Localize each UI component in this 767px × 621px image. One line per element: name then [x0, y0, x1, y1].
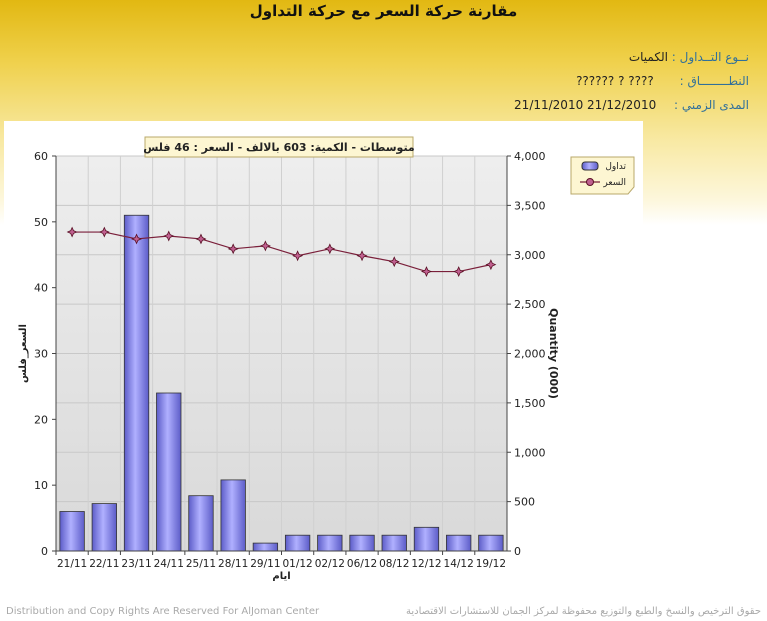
period-row: المدى الزمني : 21/12/2010 21/11/2010 — [514, 98, 749, 112]
right-tick-label: 2,000 — [514, 348, 546, 361]
right-tick-label: 2,500 — [514, 298, 546, 311]
right-axis-title: Quantity (000) — [547, 308, 560, 399]
page-title: مقارنة حركة السعر مع حركة التداول — [249, 2, 518, 20]
period-label: المدى الزمني : — [674, 98, 749, 112]
right-tick-label: 3,000 — [514, 249, 546, 262]
trading-type-label: نــوع التــداول : — [671, 50, 749, 64]
right-tick-label: 1,500 — [514, 397, 546, 410]
left-tick-label: 30 — [34, 348, 48, 361]
bar — [317, 534, 343, 552]
price-point — [356, 250, 368, 262]
footer-copyright-en: Distribution and Copy Rights Are Reserve… — [6, 606, 320, 617]
x-tick-label: 24/11 — [154, 558, 184, 570]
bar — [220, 479, 246, 552]
axes-layer: 0 10 20 30 40 50 60 0 500 1,000 1,500 2,000 2,500 3,0… — [18, 150, 560, 582]
bar — [381, 534, 407, 552]
left-tick-label: 10 — [34, 479, 48, 492]
chart-panel: 0 10 20 30 40 50 60 0 500 1,000 1,500 2,000 2,500 3,0… — [4, 121, 643, 582]
chart-title-box: متوسطات - الكمية: 603 بالالف - السعر : 4… — [143, 136, 415, 158]
price-point — [453, 266, 465, 278]
right-tick-label: 0 — [514, 545, 521, 558]
right-tick-label: 3,500 — [514, 199, 546, 212]
price-point — [388, 256, 400, 268]
x-tick-label: 28/11 — [218, 558, 248, 570]
price-point — [259, 240, 271, 252]
x-tick-label: 23/11 — [121, 558, 151, 570]
left-tick-label: 60 — [34, 150, 48, 163]
bars-layer — [59, 214, 504, 552]
bar — [156, 392, 182, 552]
trading-type-row: نــوع التــداول : الكميات — [629, 50, 749, 64]
footer-copyright-ar: حقوق الترخيص والنسخ والطبع والتوزيع محفو… — [405, 606, 761, 617]
x-tick-label: 02/12 — [315, 558, 345, 570]
bar — [284, 534, 311, 552]
bar — [188, 495, 214, 552]
legend-bar-label: تداول — [605, 162, 626, 172]
x-tick-label: 21/11 — [57, 558, 87, 570]
plot-area — [55, 155, 508, 552]
left-axis-title: السعر_فلس — [18, 324, 29, 383]
x-tick-label: 08/12 — [379, 558, 409, 570]
bar — [123, 214, 150, 552]
price-point — [195, 233, 207, 245]
x-tick-label: 06/12 — [347, 558, 377, 570]
right-tick-label: 500 — [514, 496, 535, 509]
range-value: ???? ? ?????? — [576, 74, 654, 88]
x-tick-label: 12/12 — [411, 558, 441, 570]
x-tick-label: 01/12 — [282, 558, 312, 570]
x-tick-label: 25/11 — [186, 558, 216, 570]
price-point — [98, 226, 110, 238]
price-point — [227, 243, 239, 255]
price-point — [485, 259, 497, 271]
bar — [478, 534, 504, 552]
chart-svg: 0 10 20 30 40 50 60 0 500 1,000 1,500 2,000 2,500 3,0… — [18, 136, 635, 582]
price-line — [72, 231, 492, 273]
x-tick-label: 22/11 — [89, 558, 119, 570]
bar — [413, 526, 440, 552]
range-row: النطــــــــاق : ???? ? ?????? — [576, 74, 749, 88]
left-tick-label: 40 — [34, 282, 48, 295]
x-axis-title: ايام — [272, 571, 290, 581]
bar — [252, 542, 279, 552]
price-line-layer — [66, 226, 497, 278]
x-tick-label: 19/12 — [476, 558, 506, 570]
chart-title: متوسطات - الكمية: 603 بالالف - السعر : 4… — [143, 141, 415, 154]
trading-type-value: الكميات — [628, 50, 668, 64]
legend-line-swatch — [586, 178, 594, 186]
price-point — [163, 230, 175, 242]
bar — [59, 511, 85, 552]
price-point — [66, 226, 78, 238]
legend: تداول السعر — [570, 156, 635, 195]
price-point — [420, 266, 432, 278]
bar — [349, 534, 375, 552]
left-tick-label: 50 — [34, 216, 48, 229]
right-tick-label: 4,000 — [514, 150, 546, 163]
x-tick-label: 14/12 — [444, 558, 474, 570]
price-point — [292, 250, 304, 262]
bar — [446, 534, 472, 552]
left-tick-label: 20 — [34, 413, 48, 426]
x-tick-label: 29/11 — [250, 558, 280, 570]
legend-bar-swatch — [581, 161, 599, 171]
left-tick-label: 0 — [41, 545, 48, 558]
range-label: النطــــــــاق : — [679, 74, 749, 88]
price-point — [131, 233, 143, 245]
legend-line-label: السعر — [602, 178, 626, 188]
period-value: 21/12/2010 21/11/2010 — [514, 98, 657, 112]
right-tick-label: 1,000 — [514, 446, 546, 459]
bar — [91, 503, 117, 552]
price-point — [324, 243, 336, 255]
